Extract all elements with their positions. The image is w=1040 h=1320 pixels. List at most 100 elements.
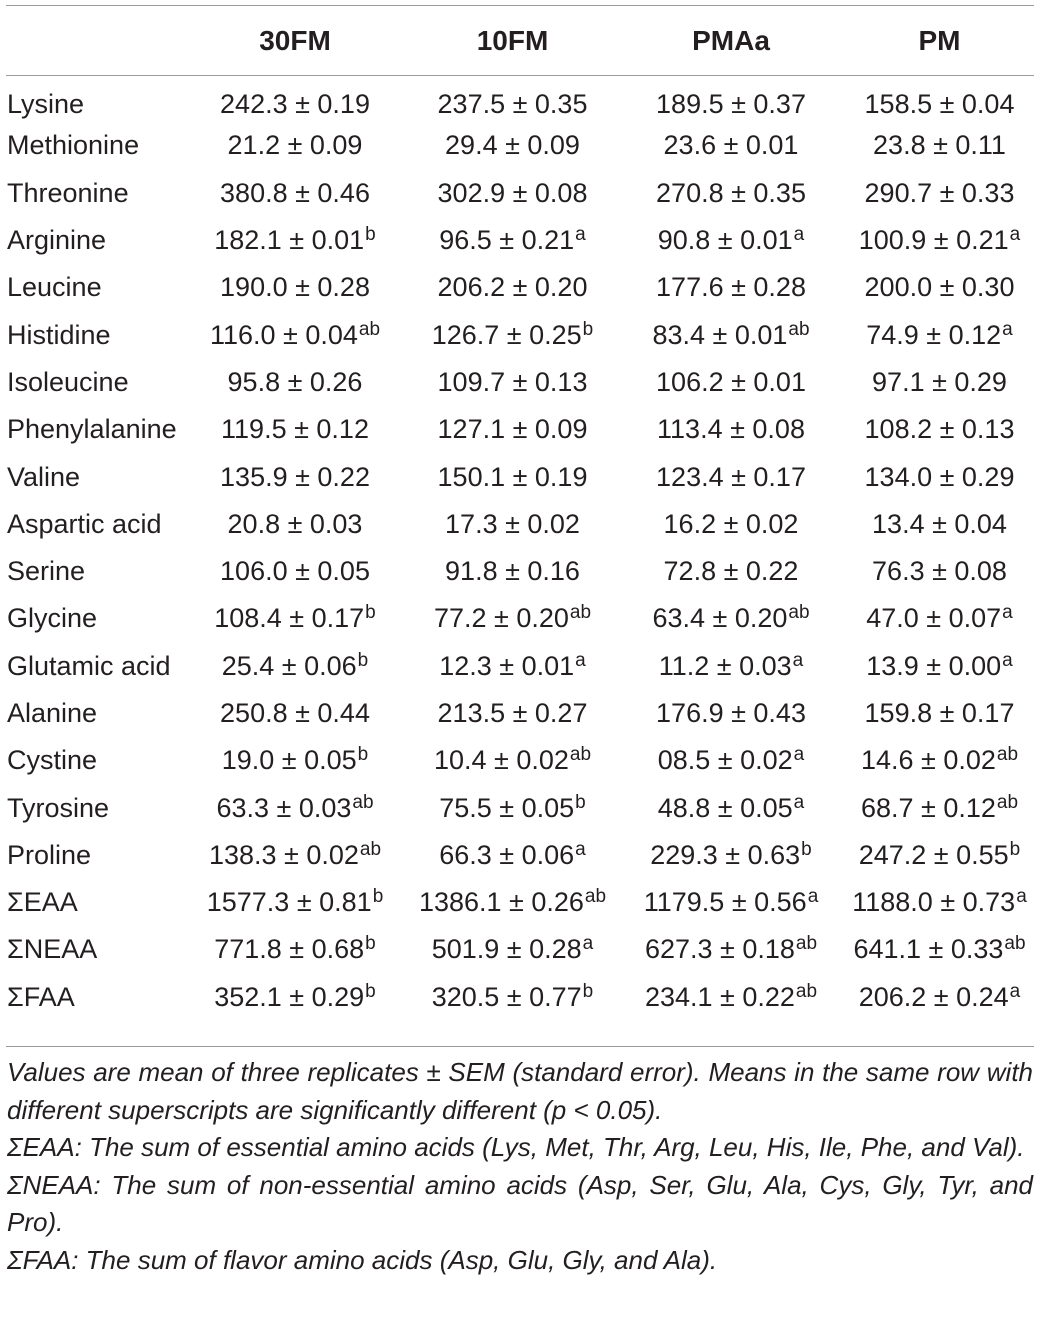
- table-cell: 90.8 ± 0.01a: [623, 217, 839, 264]
- cell-value: 159.8 ± 0.17: [864, 698, 1015, 728]
- significance-superscript: b: [372, 886, 384, 908]
- table-cell: 19.0 ± 0.05b: [188, 737, 402, 784]
- footnote: ΣFAA: The sum of flavor amino acids (Asp…: [7, 1244, 718, 1275]
- cell-value: 352.1 ± 0.29: [214, 981, 365, 1012]
- table-cell: 109.7 ± 0.13: [402, 359, 623, 406]
- significance-superscript: a: [1009, 980, 1021, 1002]
- cell-value: 75.5 ± 0.05: [439, 792, 575, 823]
- table-row: Threonine 380.8 ± 0.46 302.9 ± 0.08 270.8 ±…: [0, 170, 1040, 217]
- significance-superscript: ab: [569, 602, 592, 624]
- top-rule: [6, 5, 1034, 6]
- row-label: Histidine: [7, 319, 111, 350]
- row-label: Phenylalanine: [7, 414, 177, 445]
- footnote: Values are mean of three replicates ± SE…: [7, 1057, 1033, 1125]
- cell-value: 106.0 ± 0.05: [220, 556, 370, 587]
- table-cell: 135.9 ± 0.22: [188, 453, 402, 500]
- row-label: Glutamic acid: [7, 650, 171, 681]
- table-cell: 229.3 ± 0.63b: [623, 832, 839, 879]
- cell-value: 11.2 ± 0.03: [658, 650, 792, 681]
- header-cell-label: [0, 6, 188, 75]
- table-cell: 63.4 ± 0.20ab: [623, 595, 839, 642]
- row-label: Proline: [7, 839, 92, 870]
- cell-value: 29.4 ± 0.09: [445, 130, 580, 161]
- cell-value: 234.1 ± 0.22: [644, 981, 795, 1012]
- table-cell: 159.8 ± 0.17: [839, 690, 1040, 737]
- table-row: Glycine 108.4 ± 0.17b 77.2 ± 0.20ab 63.4 ± …: [0, 595, 1040, 642]
- significance-superscript: a: [1009, 224, 1021, 246]
- cell-value: 63.3 ± 0.03: [216, 792, 352, 823]
- table-cell: 138.3 ± 0.02ab: [188, 832, 402, 879]
- cell-value: 96.5 ± 0.21: [439, 225, 575, 256]
- table-cell: 206.2 ± 0.20: [402, 264, 623, 311]
- table-cell: 176.9 ± 0.43: [623, 690, 839, 737]
- table-cell: 83.4 ± 0.01ab: [623, 311, 839, 358]
- table-cell: 29.4 ± 0.09: [402, 122, 623, 169]
- cell-value: 177.6 ± 0.28: [656, 272, 806, 303]
- significance-superscript: a: [575, 838, 586, 860]
- row-label: Serine: [7, 556, 86, 587]
- cell-value: 13.4 ± 0.04: [872, 508, 1007, 539]
- cell-value: 627.3 ± 0.18: [644, 934, 795, 965]
- cell-value: 19.0 ± 0.05: [221, 745, 357, 776]
- cell-value: 12.3 ± 0.01: [439, 650, 575, 681]
- table-row: Phenylalanine 119.5 ± 0.12 127.1 ± 0.09 113…: [0, 406, 1040, 453]
- cell-value: 23.8 ± 0.11: [873, 130, 1006, 161]
- footnote: ΣNEAA: The sum of non-essential amino ac…: [7, 1169, 1033, 1238]
- cell-value: 25.4 ± 0.06: [221, 650, 357, 681]
- table-cell: 77.2 ± 0.20ab: [402, 595, 623, 642]
- significance-superscript: a: [792, 649, 804, 671]
- table-row: Serine 106.0 ± 0.05 91.8 ± 0.16 72.8 ± 0.22…: [0, 548, 1040, 595]
- significance-superscript: b: [582, 318, 594, 340]
- table-cell: 97.1 ± 0.29: [839, 359, 1040, 406]
- table-cell: 13.9 ± 0.00a: [839, 643, 1040, 690]
- cell-value: 17.3 ± 0.02: [445, 508, 580, 539]
- significance-superscript: ab: [359, 838, 382, 860]
- amino-acid-table: 30FM 10FM PMAa PM Lysine 242.3 ± 0.19 237.…: [0, 6, 1040, 1021]
- table-cell: 126.7 ± 0.25b: [402, 311, 623, 358]
- cell-value: 100.9 ± 0.21: [858, 225, 1009, 256]
- table-cell: 189.5 ± 0.37: [623, 75, 839, 122]
- cell-value: 23.6 ± 0.01: [663, 130, 799, 161]
- cell-value: 16.2 ± 0.02: [663, 508, 799, 539]
- table-cell: 20.8 ± 0.03: [188, 501, 402, 548]
- cell-value: 229.3 ± 0.63: [650, 839, 801, 870]
- table-row: Cystine 19.0 ± 0.05b 10.4 ± 0.02ab 08.5 ± 0…: [0, 737, 1040, 784]
- table-cell: 21.2 ± 0.09: [188, 122, 402, 169]
- table-cell: 76.3 ± 0.08: [839, 548, 1040, 595]
- table-cell: 68.7 ± 0.12ab: [839, 784, 1040, 831]
- table-cell: 501.9 ± 0.28a: [402, 926, 623, 973]
- cell-value: 20.8 ± 0.03: [227, 508, 363, 539]
- table-cell: 242.3 ± 0.19: [188, 75, 402, 122]
- table-cell: 627.3 ± 0.18ab: [623, 926, 839, 973]
- cell-value: 1386.1 ± 0.26: [418, 887, 584, 918]
- significance-superscript: a: [582, 933, 594, 955]
- table-cell: 302.9 ± 0.08: [402, 170, 623, 217]
- header-cell-pmaa: PMAa: [692, 24, 770, 56]
- table-cell: 290.7 ± 0.33: [839, 170, 1040, 217]
- cell-value: 176.9 ± 0.43: [656, 698, 806, 728]
- table-cell: 95.8 ± 0.26: [188, 359, 402, 406]
- row-label: Alanine: [7, 698, 98, 728]
- significance-superscript: ab: [996, 791, 1019, 813]
- row-label: ΣNEAA: [7, 934, 98, 965]
- table-cell: 1179.5 ± 0.56a: [623, 879, 839, 926]
- table-footnotes: Values are mean of three replicates ± SE…: [7, 1054, 1033, 1279]
- table-body: Lysine 242.3 ± 0.19 237.5 ± 0.35 189.5 ± 0.…: [0, 75, 1040, 1021]
- table-row: Proline 138.3 ± 0.02ab 66.3 ± 0.06a 229.3 ±…: [0, 832, 1040, 879]
- cell-value: 134.0 ± 0.29: [864, 461, 1015, 492]
- cell-value: 72.8 ± 0.22: [663, 556, 799, 587]
- table-cell: 75.5 ± 0.05b: [402, 784, 623, 831]
- cell-value: 206.2 ± 0.20: [437, 272, 588, 303]
- significance-superscript: ab: [788, 318, 810, 340]
- table-row: ΣFAA 352.1 ± 0.29b 320.5 ± 0.77b 234.1 ± 0.…: [0, 974, 1040, 1021]
- table-cell: 106.0 ± 0.05: [188, 548, 402, 595]
- cell-value: 123.4 ± 0.17: [656, 461, 806, 492]
- table-cell: 771.8 ± 0.68b: [188, 926, 402, 973]
- cell-value: 47.0 ± 0.07: [866, 603, 1002, 634]
- cell-value: 158.5 ± 0.04: [864, 89, 1015, 120]
- table-cell: 08.5 ± 0.02a: [623, 737, 839, 784]
- table-cell: 108.4 ± 0.17b: [188, 595, 402, 642]
- cell-value: 1179.5 ± 0.56: [643, 887, 807, 918]
- table-cell: 12.3 ± 0.01a: [402, 643, 623, 690]
